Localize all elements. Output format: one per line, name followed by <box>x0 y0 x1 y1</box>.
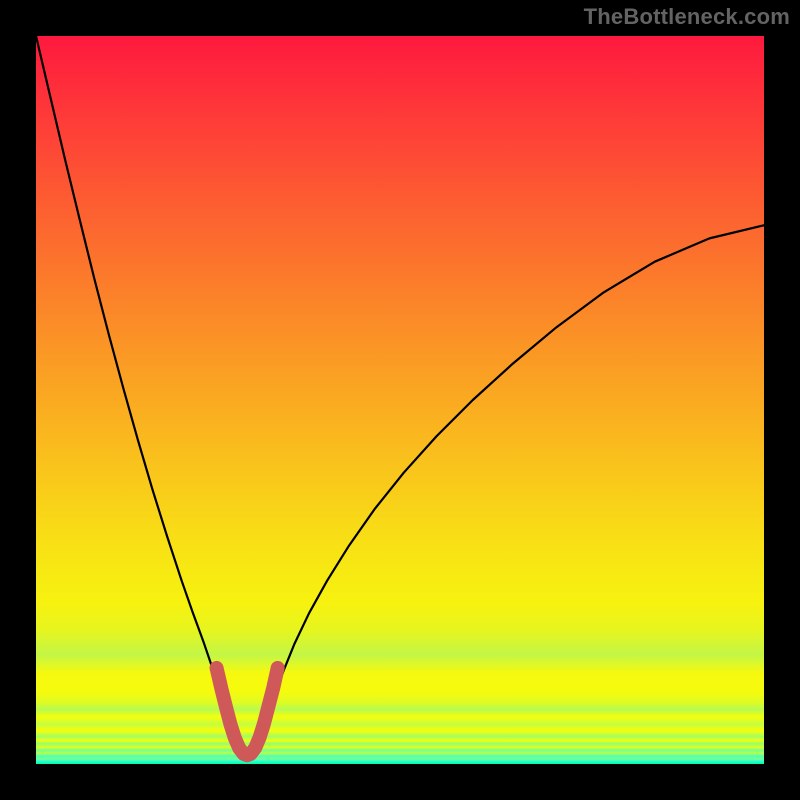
plot-background <box>36 36 764 764</box>
chart-root: TheBottleneck.com <box>0 0 800 800</box>
chart-svg <box>0 0 800 800</box>
watermark-label: TheBottleneck.com <box>584 4 790 30</box>
